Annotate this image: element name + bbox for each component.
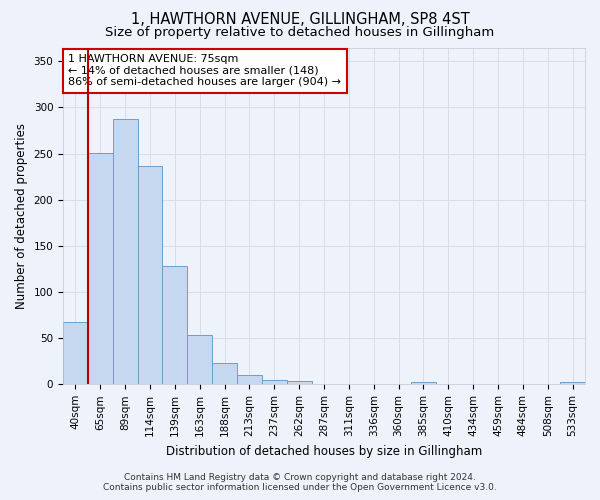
Text: 1, HAWTHORN AVENUE, GILLINGHAM, SP8 4ST: 1, HAWTHORN AVENUE, GILLINGHAM, SP8 4ST bbox=[131, 12, 469, 28]
Bar bbox=[262, 380, 287, 384]
Bar bbox=[163, 266, 187, 384]
Bar bbox=[237, 375, 262, 384]
Text: 1 HAWTHORN AVENUE: 75sqm
← 14% of detached houses are smaller (148)
86% of semi-: 1 HAWTHORN AVENUE: 75sqm ← 14% of detach… bbox=[68, 54, 341, 88]
Text: Size of property relative to detached houses in Gillingham: Size of property relative to detached ho… bbox=[106, 26, 494, 39]
Y-axis label: Number of detached properties: Number of detached properties bbox=[15, 123, 28, 309]
Bar bbox=[113, 120, 137, 384]
Bar bbox=[560, 382, 585, 384]
Bar bbox=[287, 380, 311, 384]
Bar bbox=[212, 363, 237, 384]
Bar bbox=[137, 166, 163, 384]
Bar bbox=[88, 152, 113, 384]
Bar bbox=[63, 322, 88, 384]
Bar bbox=[411, 382, 436, 384]
Text: Contains HM Land Registry data © Crown copyright and database right 2024.
Contai: Contains HM Land Registry data © Crown c… bbox=[103, 473, 497, 492]
Bar bbox=[187, 336, 212, 384]
X-axis label: Distribution of detached houses by size in Gillingham: Distribution of detached houses by size … bbox=[166, 444, 482, 458]
